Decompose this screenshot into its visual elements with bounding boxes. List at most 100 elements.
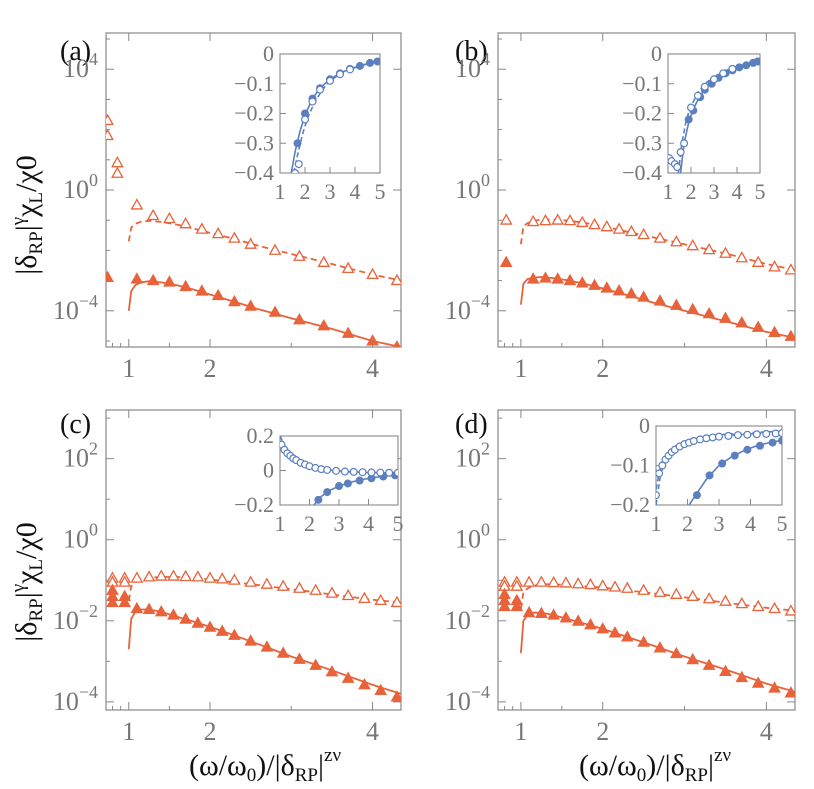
y-tick-base: 10 [53,296,79,325]
open-triangle-marker [358,591,371,604]
x-axis-title-right: (ω/ω0)/|δRP|zν [579,745,731,786]
ylabel-part: RP [26,598,47,621]
filled-triangle-marker [366,334,379,346]
y-tick-exp: 2 [89,439,98,459]
filled-triangle-marker [539,271,552,283]
open-circle-marker [326,76,335,85]
filled-circle-marker [753,57,760,66]
open-triangle-marker [106,113,114,126]
x-tick-label: 2 [596,717,609,746]
filled-triangle-marker [559,611,573,623]
open-triangle-marker [670,587,683,599]
filled-triangle-marker [608,626,622,638]
y-axis-title-top: |δRP|γχL/χ0 [8,155,47,274]
inset-frame [279,53,381,174]
ylabel-part: χ [10,570,43,585]
y-tick-exp: −4 [471,682,490,702]
inset-y-tick-label: 0.2 [247,423,275,448]
inset-y-tick-label: 0 [263,458,274,483]
y-tick-label: 100 [455,170,490,204]
xlabel-part: zν [714,745,731,766]
inset-x-tick-label: 4 [732,179,743,204]
open-triangle-marker [195,222,209,234]
open-triangle-marker [341,261,355,273]
y-tick-base: 10 [53,687,79,716]
plot-frame [497,409,796,711]
inset-x-tick-label: 1 [275,179,286,204]
ylabel-part: γ [8,217,29,226]
open-circle-marker [316,85,325,94]
filled-circle-marker [335,482,344,491]
filled-triangle-marker [341,326,355,338]
panel-label: (c) [60,409,91,440]
open-circle-marker [656,491,660,500]
open-triangle-marker [571,577,585,589]
filled-triangle-marker [390,690,401,702]
x-axis-title-left: (ω/ω0)/|δRP|zν [189,745,341,786]
inset-y-tick-label: −0.3 [622,130,662,155]
x-tick-label: 2 [204,717,217,746]
open-circle-marker [714,432,723,441]
y-tick-label: 102 [63,439,98,473]
inset-x-tick-label: 2 [304,511,315,536]
series-line-dashed [520,583,795,612]
filled-triangle-marker [612,284,626,296]
open-triangle-marker [563,213,577,226]
filled-triangle-marker [637,290,650,302]
open-triangle-marker [293,249,306,261]
filled-triangle-marker [702,306,716,319]
filled-triangle-marker [309,658,323,670]
open-triangle-marker [191,570,205,582]
open-circle-marker [724,431,733,440]
y-tick-exp: −4 [79,682,98,702]
open-circle-marker [719,69,728,78]
filled-triangle-marker [179,279,192,292]
open-triangle-marker [130,571,144,583]
open-circle-marker [693,91,702,100]
filled-triangle-marker [244,634,257,646]
filled-triangle-marker [751,676,765,688]
filled-triangle-marker [142,602,156,614]
filled-triangle-marker [719,664,732,676]
filled-triangle-marker [358,678,371,690]
open-triangle-marker [551,213,565,225]
open-circle-marker [733,431,742,440]
filled-triangle-marker [499,255,513,267]
x-tick-label: 4 [366,354,379,383]
open-triangle-marker [588,217,601,230]
series-line-dashed [127,219,401,282]
y-tick-base: 10 [455,444,481,473]
open-triangle-marker [768,260,781,272]
open-triangle-marker [620,581,634,593]
inset-x-tick-label: 1 [275,511,286,536]
y-tick-exp: 0 [481,520,490,540]
panel-label: (a) [60,36,91,67]
series-group [106,113,401,347]
filled-triangle-marker [393,340,401,347]
open-circle-marker [658,461,667,470]
open-triangle-marker [390,595,401,608]
y-tick-base: 10 [455,54,481,83]
inset-y-tick-label: −0.2 [622,101,662,126]
filled-circle-marker [730,451,739,460]
open-triangle-marker [366,267,379,280]
inset-series-group [668,57,760,173]
y-tick-label: 10−4 [445,682,490,716]
filled-triangle-marker [768,325,781,338]
y-tick-exp: 4 [481,49,490,69]
open-triangle-marker [575,215,589,228]
filled-circle-marker [768,438,777,447]
series-line-dashed [127,576,401,604]
open-triangle-marker [539,213,552,226]
open-triangle-marker [719,246,732,258]
open-triangle-marker [535,575,548,587]
xlabel-part: )/|δ [256,749,294,782]
filled-triangle-marker [341,671,355,683]
filled-triangle-marker [203,620,217,632]
open-triangle-marker [244,575,257,587]
filled-triangle-marker [163,275,176,287]
inset-x-tick-label: 3 [334,511,345,536]
series-group [499,213,795,341]
open-circle-marker [376,468,385,477]
